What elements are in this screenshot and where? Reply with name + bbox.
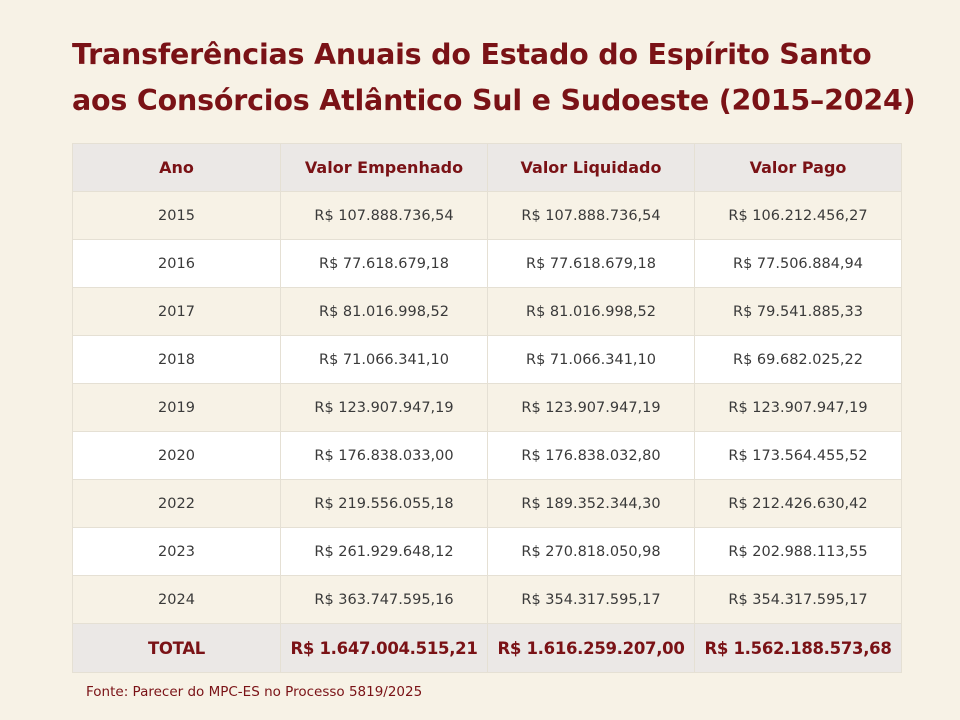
cell-valor-liquidado: R$ 107.888.736,54 — [487, 191, 695, 240]
cell-valor-pago: R$ 79.541.885,33 — [694, 287, 902, 336]
cell-valor-empenhado: R$ 219.556.055,18 — [280, 479, 488, 528]
cell-valor-empenhado: R$ 363.747.595,16 — [280, 575, 488, 624]
page-title: Transferências Anuais do Estado do Espír… — [72, 32, 916, 124]
total-row: TOTAL R$ 1.647.004.515,21 R$ 1.616.259.2… — [72, 623, 902, 673]
cell-valor-pago: R$ 77.506.884,94 — [694, 239, 902, 288]
table-row: 2017 R$ 81.016.998,52 R$ 81.016.998,52 R… — [72, 287, 902, 336]
total-valor-liquidado: R$ 1.616.259.207,00 — [487, 623, 695, 673]
title-line-1: Transferências Anuais do Estado do Espír… — [72, 38, 872, 71]
cell-valor-pago: R$ 354.317.595,17 — [694, 575, 902, 624]
total-label: TOTAL — [72, 623, 281, 673]
table-row: 2018 R$ 71.066.341,10 R$ 71.066.341,10 R… — [72, 335, 902, 384]
cell-valor-empenhado: R$ 77.618.679,18 — [280, 239, 488, 288]
cell-valor-pago: R$ 202.988.113,55 — [694, 527, 902, 576]
cell-valor-empenhado: R$ 176.838.033,00 — [280, 431, 488, 480]
cell-valor-liquidado: R$ 123.907.947,19 — [487, 383, 695, 432]
cell-ano: 2016 — [72, 239, 281, 288]
total-valor-pago: R$ 1.562.188.573,68 — [694, 623, 902, 673]
cell-valor-empenhado: R$ 123.907.947,19 — [280, 383, 488, 432]
table-row: 2024 R$ 363.747.595,16 R$ 354.317.595,17… — [72, 575, 902, 624]
cell-valor-liquidado: R$ 71.066.341,10 — [487, 335, 695, 384]
cell-valor-liquidado: R$ 81.016.998,52 — [487, 287, 695, 336]
source-note: Fonte: Parecer do MPC-ES no Processo 581… — [86, 684, 423, 700]
table-row: 2020 R$ 176.838.033,00 R$ 176.838.032,80… — [72, 431, 902, 480]
column-header-valor-liquidado: Valor Liquidado — [487, 143, 695, 192]
cell-valor-liquidado: R$ 77.618.679,18 — [487, 239, 695, 288]
column-header-valor-pago: Valor Pago — [694, 143, 902, 192]
cell-ano: 2023 — [72, 527, 281, 576]
table-row: 2015 R$ 107.888.736,54 R$ 107.888.736,54… — [72, 191, 902, 240]
cell-valor-pago: R$ 106.212.456,27 — [694, 191, 902, 240]
cell-valor-empenhado: R$ 107.888.736,54 — [280, 191, 488, 240]
cell-valor-pago: R$ 69.682.025,22 — [694, 335, 902, 384]
cell-ano: 2022 — [72, 479, 281, 528]
cell-valor-pago: R$ 173.564.455,52 — [694, 431, 902, 480]
column-header-ano: Ano — [72, 143, 281, 192]
cell-ano: 2015 — [72, 191, 281, 240]
transfers-table: Ano Valor Empenhado Valor Liquidado Valo… — [72, 143, 902, 673]
table-row: 2019 R$ 123.907.947,19 R$ 123.907.947,19… — [72, 383, 902, 432]
cell-valor-empenhado: R$ 71.066.341,10 — [280, 335, 488, 384]
cell-ano: 2017 — [72, 287, 281, 336]
cell-valor-pago: R$ 212.426.630,42 — [694, 479, 902, 528]
table-row: 2023 R$ 261.929.648,12 R$ 270.818.050,98… — [72, 527, 902, 576]
table-header-row: Ano Valor Empenhado Valor Liquidado Valo… — [72, 143, 902, 192]
cell-valor-liquidado: R$ 176.838.032,80 — [487, 431, 695, 480]
total-valor-empenhado: R$ 1.647.004.515,21 — [280, 623, 488, 673]
cell-valor-empenhado: R$ 81.016.998,52 — [280, 287, 488, 336]
cell-valor-liquidado: R$ 189.352.344,30 — [487, 479, 695, 528]
cell-ano: 2024 — [72, 575, 281, 624]
cell-valor-liquidado: R$ 270.818.050,98 — [487, 527, 695, 576]
cell-valor-pago: R$ 123.907.947,19 — [694, 383, 902, 432]
cell-ano: 2019 — [72, 383, 281, 432]
cell-valor-liquidado: R$ 354.317.595,17 — [487, 575, 695, 624]
cell-ano: 2018 — [72, 335, 281, 384]
title-line-2: aos Consórcios Atlântico Sul e Sudoeste … — [72, 84, 916, 117]
table-row: 2016 R$ 77.618.679,18 R$ 77.618.679,18 R… — [72, 239, 902, 288]
cell-ano: 2020 — [72, 431, 281, 480]
cell-valor-empenhado: R$ 261.929.648,12 — [280, 527, 488, 576]
column-header-valor-empenhado: Valor Empenhado — [280, 143, 488, 192]
table-row: 2022 R$ 219.556.055,18 R$ 189.352.344,30… — [72, 479, 902, 528]
